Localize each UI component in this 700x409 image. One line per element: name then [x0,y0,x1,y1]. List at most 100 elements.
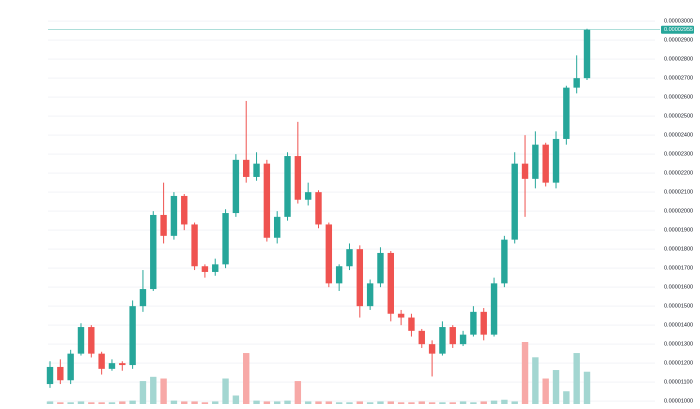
volume-bar [294,381,302,404]
volume-bar [573,353,580,404]
y-tick-label: 0.00001800 [664,247,693,253]
candle-body [335,266,343,284]
volume-bar [67,402,74,404]
candle-body [573,78,580,88]
candle-body [439,327,446,354]
y-tick-label: 0.00001300 [664,342,693,348]
volume-bar [170,400,178,404]
candle-body [552,138,560,183]
candle-body [139,289,147,307]
y-tick-label: 0.00002600 [664,95,693,101]
y-tick-label: 0.00001700 [664,266,693,272]
candle-body [408,317,415,331]
volume-bar [77,401,85,404]
volume-bar [222,378,229,404]
volume-bar [201,402,209,404]
y-tick-label: 0.00002200 [664,171,693,177]
y-tick-label: 0.00001100 [664,380,693,386]
y-tick-label: 0.00001900 [664,228,693,234]
volume-bar [490,400,498,404]
candle-body [583,29,591,79]
volume-bar [418,401,425,404]
y-tick-label: 0.00002400 [664,133,693,139]
candle-body [253,163,260,177]
y-tick-label: 0.00001000 [664,399,693,405]
volume-bar [119,401,126,404]
volume-bar [521,342,529,404]
candle-body [212,264,219,272]
volume-bar [57,402,64,404]
candle-body [490,283,498,335]
volume-bar [181,401,188,404]
candle-body [129,306,136,366]
candle-body [108,363,116,369]
candle-body [170,195,178,236]
candle-body [222,213,229,265]
volume-bar [449,402,456,404]
candle-body [511,163,518,240]
candle-body [459,334,467,345]
volume-bar [46,401,54,404]
candle-body [501,239,508,284]
volume-bar [284,400,291,404]
candle-body [304,192,312,200]
volume-bar [108,402,116,404]
y-tick-label: 0.00001400 [664,323,693,329]
y-tick-label: 0.00002500 [664,114,693,120]
candle-body [449,327,456,345]
y-tick-label: 0.00002300 [664,152,693,158]
volume-bar [263,401,271,404]
candle-body [46,366,54,385]
candle-body [150,214,157,290]
volume-bar [160,378,167,404]
volume-bar [325,401,333,404]
volume-bar [408,402,415,404]
y-tick-label: 0.00002800 [664,57,693,63]
candle-body [88,327,95,354]
volume-bar [304,401,312,404]
volume-bar [542,378,549,404]
y-tick-label: 0.00001600 [664,285,693,291]
candle-body [418,330,425,345]
candle-body [470,311,477,335]
volume-bar [532,357,539,404]
volume-bar [563,391,570,404]
volume-bar [439,402,446,404]
volume-bar [356,401,364,404]
volume-bar [150,376,157,404]
y-tick-label: 0.00002100 [664,190,693,196]
candle-body [191,224,198,267]
candle-body [57,366,64,381]
volume-bar [387,401,394,404]
volume-bar [480,401,487,404]
candle-body [119,363,126,366]
volume-bar [397,402,405,404]
y-tick-label: 0.00001500 [664,304,693,310]
volume-bar [273,401,281,404]
candle-body [542,144,549,183]
candle-body [377,252,384,284]
volume-bar [552,370,560,404]
volume-bar [335,402,343,404]
volume-bar [459,401,467,404]
volume-bar [243,353,250,404]
volume-bar [366,402,374,404]
last-price-tag [661,25,694,34]
y-tick-label: 0.00002900 [664,38,693,44]
volume-bar [129,400,136,404]
volume-bar [583,371,591,404]
candle-body [263,163,271,238]
volume-bar [346,402,353,404]
candle-body [397,313,405,318]
candle-body [232,159,240,214]
candle-body [356,249,364,307]
candle-body [67,353,74,381]
candle-body [387,252,394,314]
y-tick-label: 0.00001200 [664,361,693,367]
last-price-label: 0.00002955 [664,27,693,33]
candle-body [521,163,529,179]
candle-body [284,156,291,217]
y-tick-label: 0.00002000 [664,209,693,215]
volume-bar [88,402,95,404]
